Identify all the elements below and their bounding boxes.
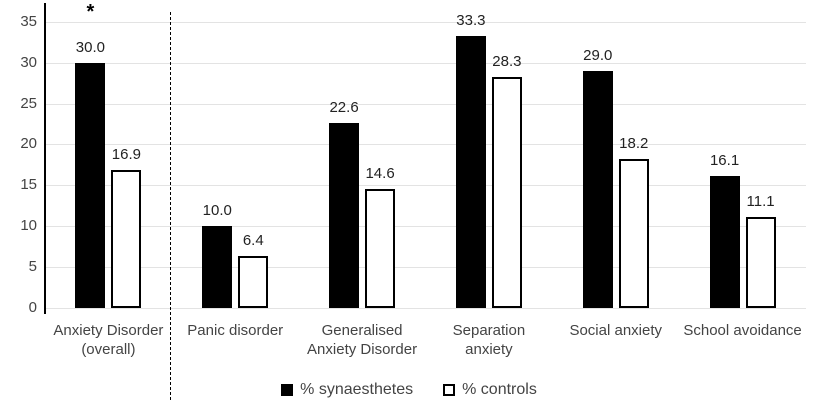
bar-controls: [111, 169, 142, 308]
legend-swatch-icon: [443, 384, 456, 396]
bar-controls: [491, 76, 522, 308]
bar-data-label: 11.1: [746, 193, 775, 211]
bar-synaesthetes: [709, 176, 740, 308]
gridline: [45, 308, 806, 309]
significance-asterisk: *: [86, 1, 95, 23]
legend-item: % controls: [443, 381, 537, 399]
bar-synaesthetes: [582, 70, 613, 308]
x-axis-category-label: Separation anxiety: [452, 322, 526, 358]
x-axis-category-label: Generalised Anxiety Disorder: [307, 322, 418, 358]
y-axis-tick-label: 0: [28, 299, 37, 316]
y-axis-tick-label: 30: [20, 53, 37, 71]
legend-item: % synaesthetes: [281, 381, 413, 399]
x-axis-category-label: Panic disorder: [187, 322, 284, 339]
y-axis-tick-label: 35: [20, 12, 37, 30]
bar-controls: [238, 255, 269, 308]
bar-data-label: 6.4: [242, 231, 264, 249]
y-axis-tick-label: 10: [20, 217, 37, 235]
bar-data-label: 28.3: [492, 52, 522, 70]
gridline: [45, 267, 806, 269]
bar-data-label: 18.2: [619, 135, 649, 153]
gridline: [45, 185, 806, 187]
legend-label: % synaesthetes: [300, 381, 414, 398]
y-axis-tick-label: 5: [28, 258, 37, 276]
bar-synaesthetes: [202, 226, 233, 308]
bar-data-label: 33.3: [456, 11, 486, 29]
gridline: [45, 21, 806, 23]
bar-controls: [618, 159, 649, 308]
bar-data-label: 10.0: [202, 202, 232, 220]
legend-label: % controls: [462, 381, 537, 398]
bar-data-label: 29.0: [583, 46, 613, 64]
bar-synaesthetes: [455, 35, 486, 308]
y-axis-tick-label: 20: [20, 135, 37, 153]
y-axis-tick-label: 15: [20, 176, 37, 194]
bar-synaesthetes: [75, 62, 106, 308]
bar-controls: [745, 217, 776, 308]
bar-synaesthetes: [329, 123, 360, 308]
gridline: [45, 144, 806, 146]
gridline: [45, 62, 806, 64]
x-axis-category-label: Anxiety Disorder (overall): [53, 322, 164, 358]
y-axis-tick-label: 25: [20, 94, 37, 112]
bar-data-label: 22.6: [329, 99, 359, 117]
bar-data-label: 16.9: [111, 145, 141, 163]
x-axis-category-label: School avoidance: [683, 322, 802, 339]
gridline: [45, 226, 806, 228]
category-separator-line: [169, 12, 171, 400]
bar-data-label: 14.6: [365, 164, 395, 182]
x-axis-category-label: Social anxiety: [569, 322, 663, 339]
legend-swatch-icon: [281, 384, 294, 396]
gridline: [45, 103, 806, 105]
legend: % synaesthetes % controls: [0, 381, 818, 399]
bar-data-label: 16.1: [709, 152, 740, 170]
bar-data-label: 30.0: [75, 38, 105, 56]
y-axis-line: [44, 3, 46, 314]
bar-controls: [365, 188, 396, 308]
